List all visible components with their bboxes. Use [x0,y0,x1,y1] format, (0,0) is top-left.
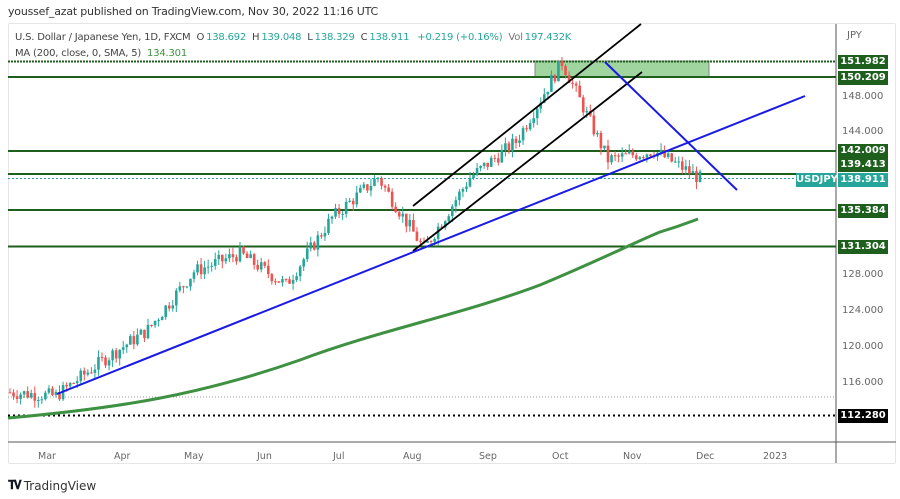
level-label: 135.384 [838,204,888,218]
low-value: 138.329 [314,32,355,43]
legend: U.S. Dollar / Japanese Yen, 1D, FXCM O 13… [15,30,571,62]
dotted-level-label: 112.280 [838,409,888,423]
close-value: 138.911 [369,32,410,43]
trendlines[interactable] [56,61,806,395]
time-tick: Aug [403,451,422,462]
ma-200-line[interactable] [7,217,699,420]
price-tick: 144.000 [842,126,884,137]
volume-value: 197.432K [524,32,572,43]
ma-label: MA (200, close, 0, SMA, 5) [15,48,142,59]
ascending-channel[interactable] [412,23,643,252]
legend-ma-row[interactable]: MA (200, close, 0, SMA, 5) 134.301 [15,46,571,62]
brand-text: TradingView [23,478,97,493]
current-price-label: 138.911 [838,173,888,187]
publisher-line: youssef_azat published on TradingView.co… [8,5,378,18]
level-label: 139.413 [838,158,888,172]
price-tick: 148.000 [842,91,884,102]
symbol-tag: USDJPY [796,173,838,187]
ma-value: 134.301 [147,48,187,59]
tradingview-logo-icon: 𝐓𝐕 [8,478,22,492]
time-tick: Nov [623,451,642,462]
horizontal-levels[interactable] [8,60,836,248]
level-label: 131.304 [838,240,888,254]
price-tick: 120.000 [842,341,884,352]
price-tick: 116.000 [842,377,884,388]
legend-ohlc-row: U.S. Dollar / Japanese Yen, 1D, FXCM O 13… [15,32,572,43]
time-tick: Dec [696,451,715,462]
time-tick: Jul [333,451,345,462]
change-value: +0.219 (+0.16%) [417,32,503,43]
time-tick: Jun [257,451,272,462]
tradingview-brand[interactable]: 𝐓𝐕 TradingView [8,478,96,493]
level-label: 142.009 [838,144,888,158]
symbol-title: U.S. Dollar / Japanese Yen, 1D, FXCM [15,32,191,43]
time-tick: Mar [38,451,56,462]
time-tick: Sep [479,451,497,462]
price-tick: 124.000 [842,305,884,316]
time-tick: Oct [552,451,569,462]
price-tick: 128.000 [842,269,884,280]
level-label: 151.982 [838,55,888,69]
time-tick: 2023 [763,451,788,462]
currency-label: JPY [847,30,862,41]
open-value: 138.692 [206,32,247,43]
time-tick: May [184,451,204,462]
level-label: 150.209 [838,71,888,85]
chart-frame [8,23,896,464]
time-tick: Apr [114,451,131,462]
high-value: 139.048 [261,32,302,43]
candlesticks [8,57,702,408]
